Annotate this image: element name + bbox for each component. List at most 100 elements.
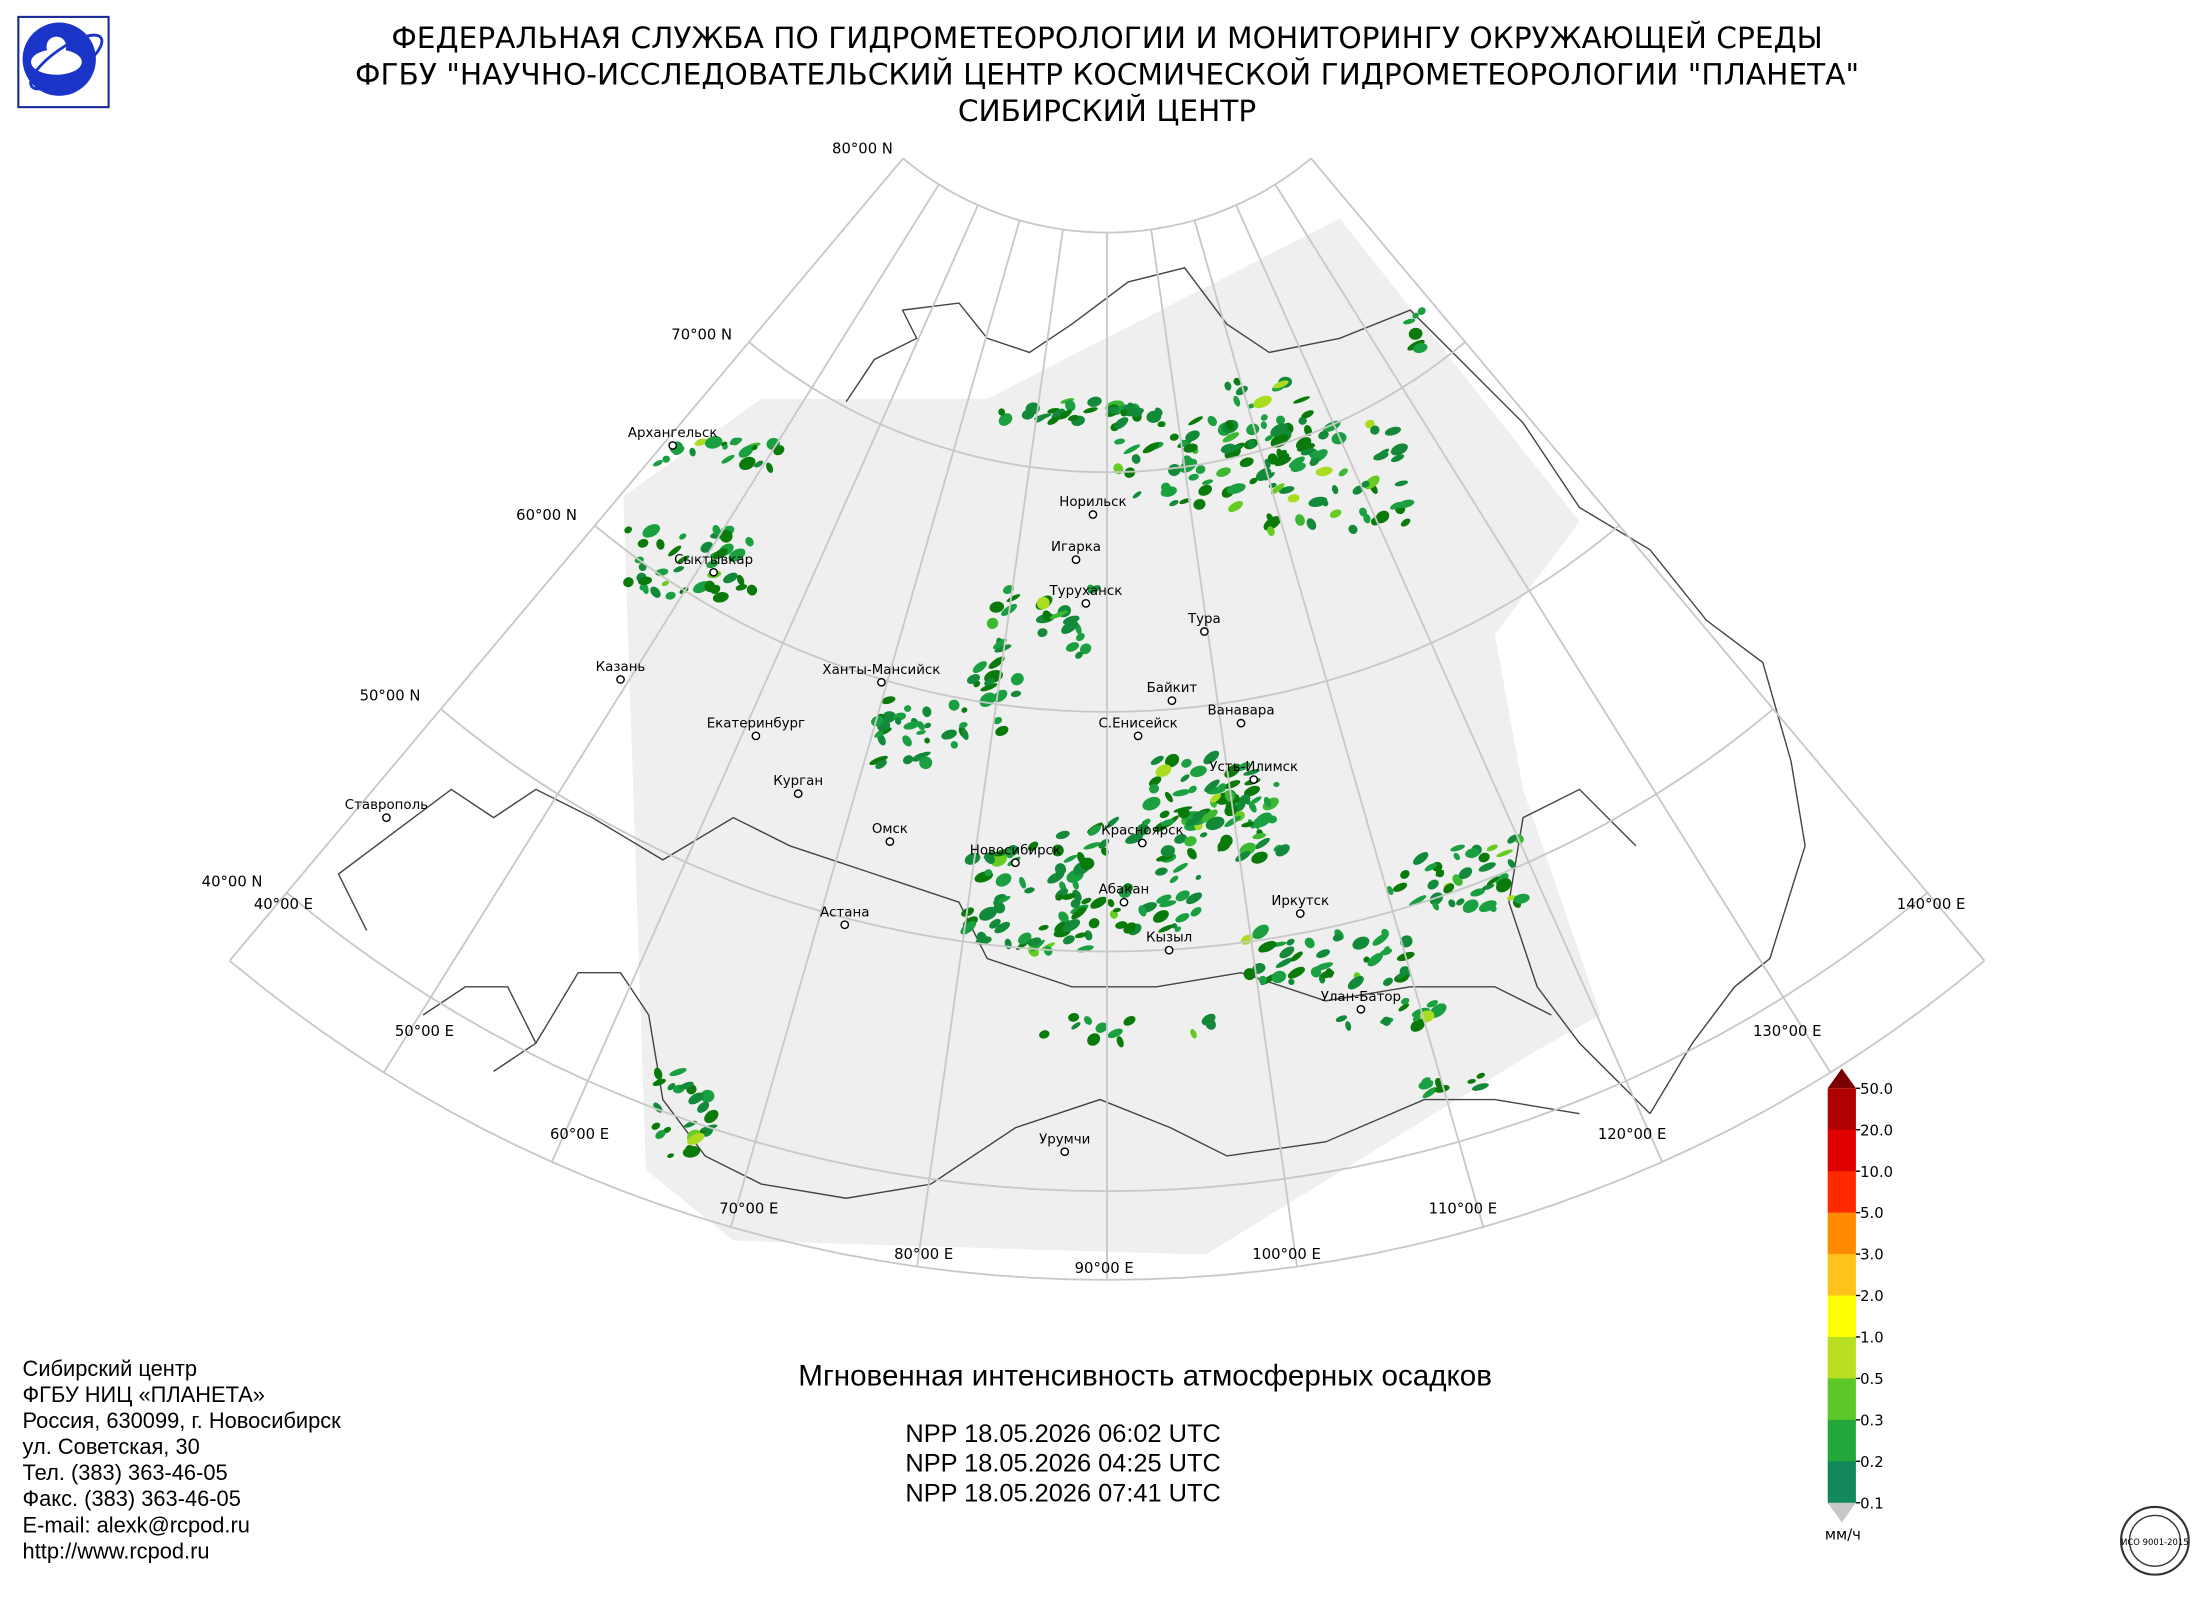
precipitation-cell: [1010, 673, 1024, 686]
precipitation-cell: [1198, 484, 1213, 496]
precipitation-cell: [1027, 841, 1039, 851]
city-label: Красноярск: [1101, 824, 1183, 839]
precipitation-cell: [1390, 454, 1405, 463]
precipitation-cell: [1217, 843, 1228, 852]
precipitation-cell: [656, 539, 665, 550]
city-label: Игарка: [1051, 540, 1101, 555]
city-label: Омск: [872, 822, 908, 837]
precipitation-cell: [1184, 836, 1197, 847]
precipitation-cell: [1071, 1022, 1081, 1030]
precipitation-cell: [924, 722, 932, 729]
precipitation-cell: [651, 1122, 661, 1130]
precipitation-cell: [1359, 507, 1367, 517]
precipitation-cell: [1435, 870, 1445, 877]
precipitation-cell: [1331, 485, 1339, 495]
precipitation-cell: [624, 526, 633, 534]
precipitation-cell: [1203, 750, 1220, 765]
precipitation-cell: [1195, 465, 1206, 474]
precipitation-cell: [1258, 975, 1268, 985]
precipitation-cell: [712, 524, 721, 535]
precipitation-cell: [1390, 443, 1408, 456]
precipitation-cell: [994, 921, 1011, 934]
precipitation-cell: [719, 529, 733, 543]
precipitation-cell: [682, 1146, 701, 1158]
legend-arrow-bottom: [1827, 1502, 1856, 1523]
city-label: Ханты-Мансийск: [822, 663, 940, 678]
precipitation-cell: [1228, 500, 1243, 513]
precipitation-cell: [1275, 844, 1290, 857]
precipitation-cell: [1181, 758, 1192, 768]
precipitation-cell: [1107, 406, 1119, 413]
precipitation-cell: [1063, 854, 1078, 863]
precipitation-cell: [1396, 970, 1408, 980]
precipitation-cell: [697, 1101, 710, 1113]
legend-label: 0.5: [1860, 1371, 1884, 1388]
city-marker: [1011, 858, 1020, 868]
precipitation-cell: [1273, 380, 1289, 389]
meridian-label: 80°00 E: [894, 1246, 953, 1263]
precipitation-cell: [1251, 851, 1268, 864]
precipitation-cell: [1287, 494, 1300, 503]
precipitation-cell: [1193, 498, 1206, 510]
city-marker: [1081, 598, 1091, 608]
meridian: [1274, 183, 1832, 1074]
precipitation-cell: [728, 548, 746, 562]
precipitation-cell: [998, 408, 1006, 416]
precipitation-cell: [1375, 510, 1390, 524]
city-marker: [1167, 696, 1177, 705]
legend-swatch: [1827, 1212, 1856, 1255]
precipitation-cell: [1175, 890, 1190, 902]
precipitation-cell: [1275, 957, 1294, 969]
coastline: [845, 267, 1806, 1115]
precipitation-cell: [1365, 419, 1375, 429]
precipitation-cell: [1095, 1022, 1108, 1033]
precipitation-cell: [1273, 781, 1280, 788]
precipitation-cell: [739, 456, 756, 470]
precipitation-cell: [655, 1130, 666, 1140]
precipitation-cell: [1432, 901, 1440, 911]
precipitation-cell: [1443, 883, 1455, 894]
precipitation-cell: [894, 717, 902, 725]
precipitation-cell: [1076, 852, 1086, 864]
precipitation-cell: [924, 737, 930, 744]
precipitation-cell: [1183, 443, 1198, 453]
precipitation-cell: [1476, 1072, 1486, 1079]
precipitation-cell: [1222, 432, 1240, 443]
precipitation-cell: [1243, 968, 1256, 981]
precipitation-cell: [964, 852, 981, 865]
precipitation-cell: [1087, 1033, 1101, 1046]
precipitation-cell: [994, 644, 1012, 653]
precipitation-cell: [736, 574, 745, 586]
precipitation-cell: [1400, 518, 1411, 527]
precipitation-cell: [654, 1067, 663, 1080]
precipitation-cell: [1107, 1028, 1123, 1039]
precipitation-cell: [637, 538, 649, 548]
precipitation-cell: [874, 731, 884, 738]
precipitation-cell: [1237, 762, 1251, 771]
legend-label: 20.0: [1860, 1122, 1893, 1139]
precipitation-cell: [941, 729, 957, 740]
precipitation-cell: [1413, 852, 1429, 865]
city-marker: [668, 441, 678, 450]
city-marker: [885, 837, 895, 846]
precipitation-cell: [948, 699, 960, 711]
contact-line: Тел. (383) 363-46-05: [23, 1460, 228, 1485]
legend: 50.0 20.0 10.0 5.0 3.0 2.0 1.0 0.5 0.3 0.2 0.1 мм/ч: [1825, 1068, 1893, 1543]
precipitation-cell: [1298, 416, 1307, 425]
precipitation-cell: [1403, 318, 1416, 325]
precipitation-cell: [1458, 867, 1473, 880]
city-label: Иркутск: [1271, 894, 1329, 909]
city-marker: [1164, 945, 1174, 955]
precipitation-cell: [871, 715, 884, 727]
precipitation-cell: [1104, 816, 1120, 829]
precipitation-cell: [979, 906, 998, 921]
precipitation-cell: [902, 735, 912, 747]
precipitation-cell: [980, 683, 998, 692]
city-marker: [1356, 1004, 1366, 1014]
precipitation-cell: [1076, 632, 1085, 642]
legend-swatch: [1827, 1461, 1856, 1504]
meridian: [1310, 157, 1986, 962]
precipitation-cell: [1062, 615, 1080, 625]
